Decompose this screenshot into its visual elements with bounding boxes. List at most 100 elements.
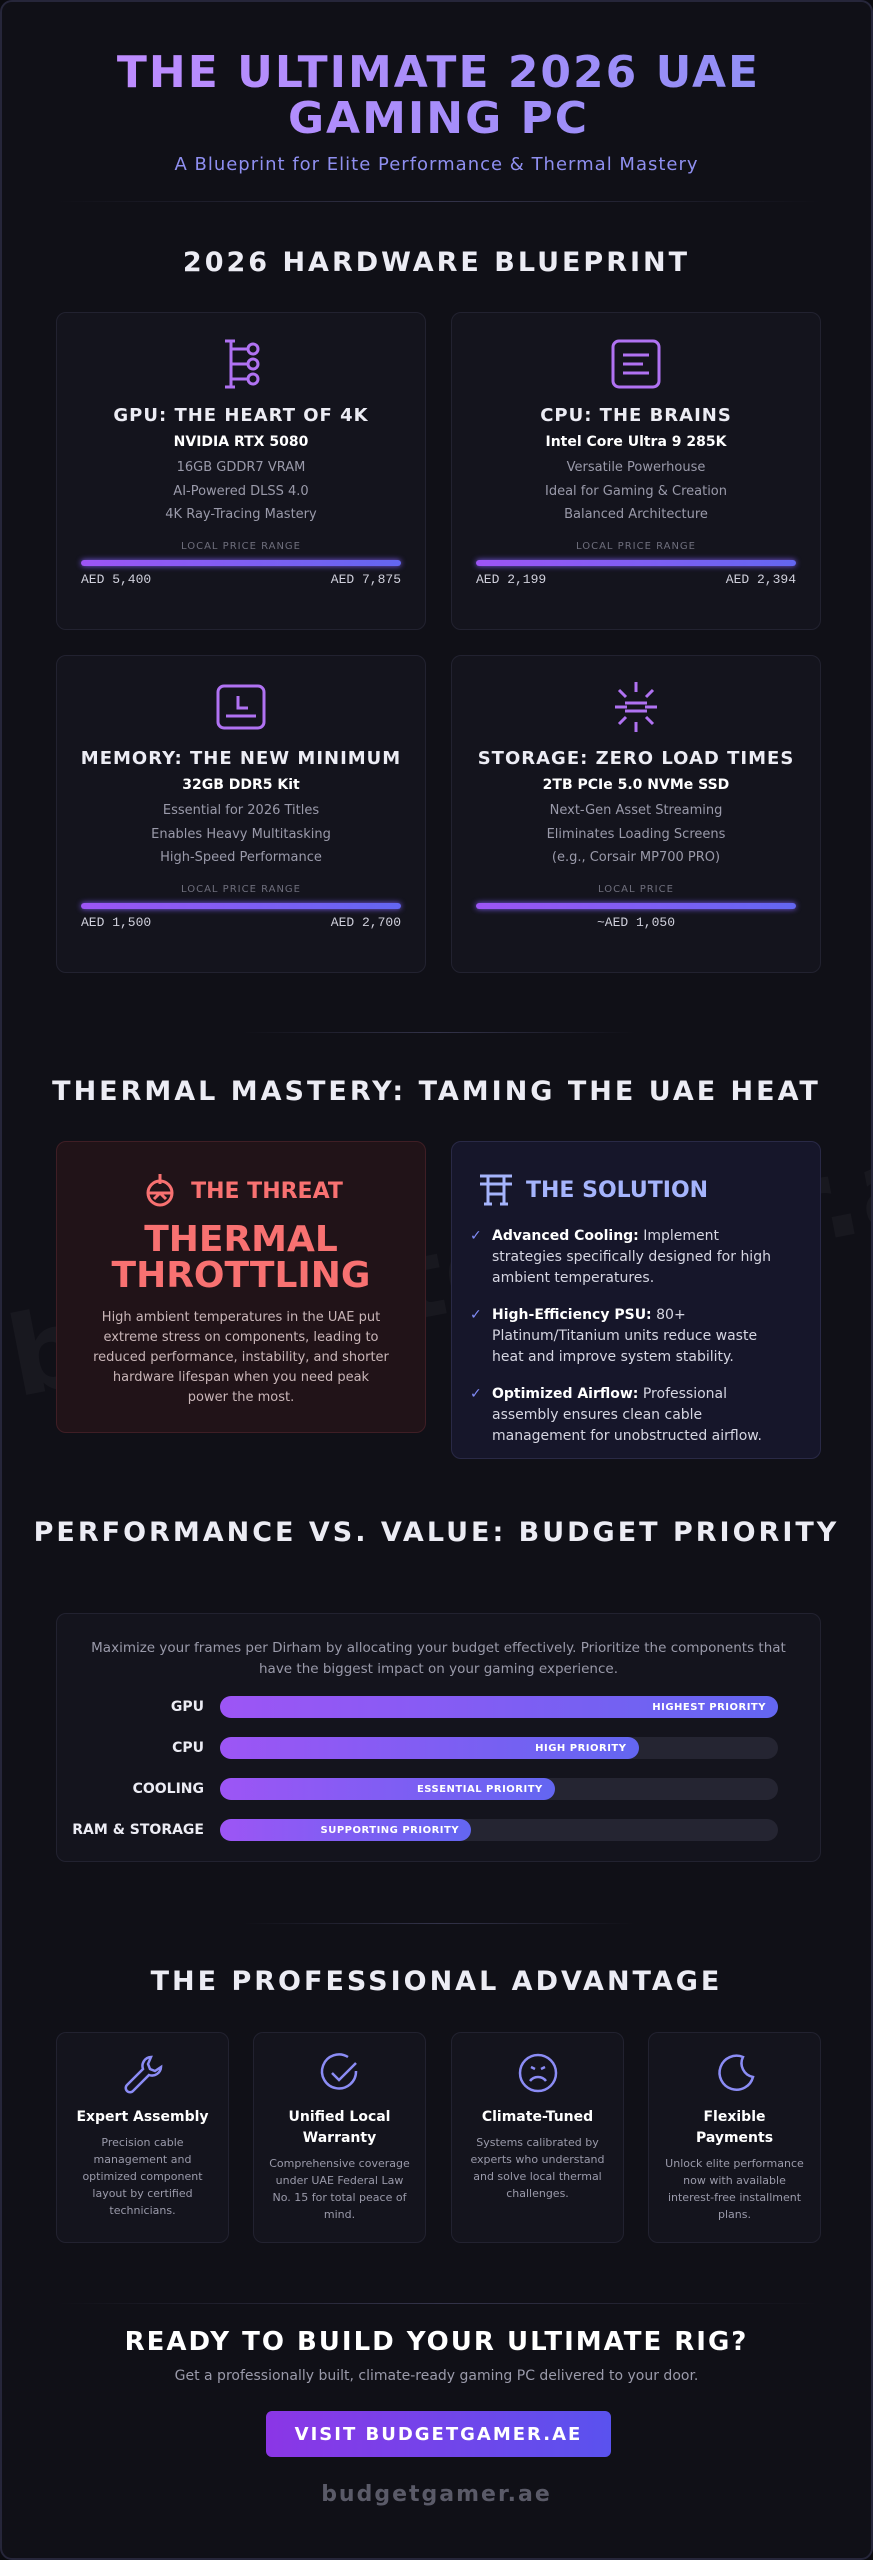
hardware-card: GPU: THE HEART OF 4K NVIDIA RTX 5080 16GB … (56, 312, 426, 630)
icon-shape (615, 682, 657, 732)
card-title: MEMORY: THE NEW MINIMUM (80, 748, 402, 769)
price-label: LOCAL PRICE RANGE (576, 540, 696, 552)
feature: Eliminates Loading Screens (546, 826, 726, 842)
budget-row: GPU HIGHEST PRIORITY (57, 1696, 822, 1718)
icon-shape (225, 339, 249, 389)
solution-text: Professional assembly ensures clean cabl… (492, 1386, 762, 1444)
price-low: AED 5,400 (81, 571, 152, 587)
check-icon: ✓ (470, 1307, 482, 1323)
price-row: AED 2,199 AED 2,394 (476, 572, 796, 587)
price-bar (81, 902, 401, 909)
solution-icon (480, 1174, 512, 1206)
feature: Ideal for Gaming & Creation (544, 483, 727, 499)
section-heading: 2026 HARDWARE BLUEPRINT (182, 247, 691, 278)
icon-shape (225, 339, 260, 389)
icon-shape (611, 339, 661, 389)
price-high: AED 2,700 (330, 914, 401, 930)
price-bar (81, 559, 401, 566)
section-heading: PERFORMANCE VS. VALUE: BUDGET PRIORITY (33, 1517, 840, 1548)
card-model: NVIDIA RTX 5080 (173, 434, 309, 450)
hardware-card: MEMORY: THE NEW MINIMUM 32GB DDR5 Kit Esse… (56, 655, 426, 973)
feature: (e.g., Corsair MP700 PRO) (551, 850, 721, 865)
price-high: AED 2,394 (725, 571, 796, 587)
feature: 4K Ray-Tracing Mastery (165, 507, 317, 522)
feature: Versatile Powerhouse (566, 460, 706, 475)
advantage-icon (71, 2051, 214, 2095)
icon-shape (216, 684, 266, 730)
budget-box: Maximize your frames per Dirham by alloc… (56, 1613, 821, 1862)
advantage-title: Unified Local Warranty (288, 2109, 391, 2146)
domain: budgetgamer.ae (321, 2482, 552, 2507)
title: THE ULTIMATE 2026 UAE GAMING PC (82, 50, 795, 142)
price-low: AED 2,199 (476, 571, 547, 587)
budget-label: COOLING (132, 1781, 204, 1797)
price-label: LOCAL PRICE RANGE (181, 540, 301, 552)
feature: High-Speed Performance (160, 850, 322, 865)
divider (242, 1923, 635, 1924)
feature-list: Next-Gen Asset Streaming Eliminates Loadi… (452, 799, 820, 870)
threat-label-row: THE THREAT (57, 1170, 425, 1212)
solution-term: High-Efficiency PSU: (492, 1307, 652, 1323)
priority-bar: HIGHEST PRIORITY (220, 1696, 778, 1718)
price-low: AED 1,500 (81, 914, 152, 930)
section-heading: THE PROFESSIONAL ADVANTAGE (150, 1966, 723, 1997)
advantage-icon (466, 2051, 609, 2095)
price-bar (476, 902, 796, 909)
solution-label-row: THE SOLUTION (476, 1170, 792, 1210)
feature: Enables Heavy Multitasking (151, 826, 331, 842)
solution-box: THE SOLUTION ✓ Advanced Cooling: Implemen… (451, 1141, 821, 1459)
priority-track: ESSENTIAL PRIORITY (220, 1778, 778, 1800)
advantage-card: Unified Local Warranty Comprehensive cove… (253, 2032, 426, 2243)
advantage-title: Flexible Payments (695, 2109, 774, 2146)
solution-text: Implement strategies specifically design… (492, 1228, 771, 1286)
priority-track: HIGHEST PRIORITY (220, 1696, 778, 1718)
icon-shape (320, 2053, 357, 2090)
budget-row: COOLING ESSENTIAL PRIORITY (57, 1778, 822, 1800)
feature: Next-Gen Asset Streaming (549, 803, 723, 818)
price-label: LOCAL PRICE RANGE (181, 883, 301, 895)
advantage-icon (663, 2051, 806, 2095)
budget-label: GPU (170, 1699, 204, 1715)
feature: AI-Powered DLSS 4.0 (173, 483, 309, 499)
section-heading: THERMAL MASTERY: TAMING THE UAE HEAT (52, 1076, 821, 1107)
card-title: CPU: THE BRAINS (540, 405, 732, 426)
divider (242, 1032, 635, 1033)
cta-button[interactable]: VISIT BUDGETGAMER.AE (266, 2411, 611, 2457)
price-row: AED 5,400 AED 7,875 (81, 572, 401, 587)
check-icon: ✓ (470, 1228, 482, 1244)
feature-list: Essential for 2026 Titles Enables Heavy M… (57, 799, 425, 870)
priority-bar: SUPPORTING PRIORITY (220, 1819, 472, 1841)
icon-shape (216, 684, 266, 730)
threat-box: THE THREAT THERMAL THROTTLING High ambie… (56, 1141, 426, 1433)
cta-heading: READY TO BUILD YOUR ULTIMATE RIG? (124, 2327, 749, 2357)
priority-track: SUPPORTING PRIORITY (220, 1819, 778, 1841)
card-icon (452, 335, 820, 393)
divider (56, 2303, 821, 2304)
solution-item: ✓ High-Efficiency PSU: 80+ Platinum/Titan… (470, 1305, 792, 1368)
divider (56, 201, 821, 202)
icon-shape (246, 342, 260, 356)
solution-label: THE SOLUTION (526, 1177, 709, 1203)
priority-bar: ESSENTIAL PRIORITY (220, 1778, 555, 1800)
priority-bar: HIGH PRIORITY (220, 1737, 639, 1759)
price-high: AED 7,875 (330, 571, 401, 587)
feature: Essential for 2026 Titles (162, 803, 320, 818)
advantage-card: Flexible Payments Unlock elite performanc… (648, 2032, 821, 2243)
advantage-card: Expert Assembly Precision cable managemen… (56, 2032, 229, 2243)
budget-label: CPU (172, 1740, 204, 1756)
icon-shape (246, 357, 260, 371)
hardware-card: CPU: THE BRAINS Intel Core Ultra 9 285K Ve… (451, 312, 821, 630)
card-model: 2TB PCIe 5.0 NVMe SSD (542, 777, 730, 793)
solution-item: ✓ Optimized Airflow: Professional assembl… (470, 1384, 792, 1447)
icon-shape (149, 1174, 172, 1201)
card-model: Intel Core Ultra 9 285K (545, 434, 727, 450)
price-bar (476, 559, 796, 566)
card-model: 32GB DDR5 Kit (182, 777, 300, 793)
price-label: LOCAL PRICE (598, 883, 674, 895)
solution-item: ✓ Advanced Cooling: Implement strategies … (470, 1226, 792, 1289)
price-row: AED 1,500 AED 2,700 (81, 915, 401, 930)
card-icon (57, 678, 425, 736)
solution-term: Advanced Cooling: (492, 1228, 639, 1244)
advantage-text: Unlock elite performance now with availa… (665, 2157, 804, 2221)
